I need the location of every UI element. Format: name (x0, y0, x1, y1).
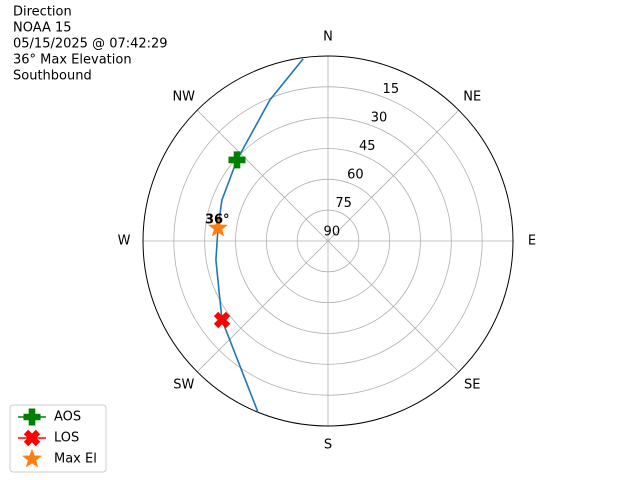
annotation: 36° (205, 213, 230, 228)
grid-spoke (196, 240, 329, 373)
r-tick-label: 15 (383, 82, 400, 97)
track-line (215, 58, 304, 413)
marker (213, 311, 231, 329)
title-line: NOAA 15 (13, 21, 72, 36)
legend-label: Max El (54, 452, 97, 467)
title-line: 36° Max Elevation (13, 53, 132, 68)
legend-marker (22, 448, 42, 468)
legend-label: LOS (54, 431, 79, 446)
r-tick-label: 75 (335, 196, 352, 211)
legend-label: AOS (54, 410, 81, 425)
grid-spoke (327, 109, 460, 242)
title-line: Direction (13, 5, 72, 20)
theta-tick-label: SE (464, 378, 480, 393)
r-tick-label: 90 (324, 224, 341, 239)
legend-marker (23, 408, 41, 426)
theta-tick-label: W (118, 234, 131, 249)
polar-frame (142, 55, 514, 427)
theta-tick-label: NW (172, 89, 195, 104)
grid-spoke (196, 109, 329, 242)
marker (228, 151, 246, 169)
grid-spoke (327, 240, 460, 373)
theta-tick-label: S (324, 438, 332, 453)
legend-marker (23, 429, 41, 447)
theta-tick-label: N (323, 30, 333, 45)
theta-tick-label: E (528, 234, 536, 249)
marker (208, 217, 228, 237)
r-tick-label: 60 (347, 167, 364, 182)
theta-tick-label: NE (463, 89, 481, 104)
title-line: Southbound (13, 69, 92, 84)
r-tick-label: 30 (371, 110, 388, 125)
title-line: 05/15/2025 @ 07:42:29 (13, 37, 168, 52)
theta-tick-label: SW (173, 378, 194, 393)
r-tick-label: 45 (359, 139, 376, 154)
